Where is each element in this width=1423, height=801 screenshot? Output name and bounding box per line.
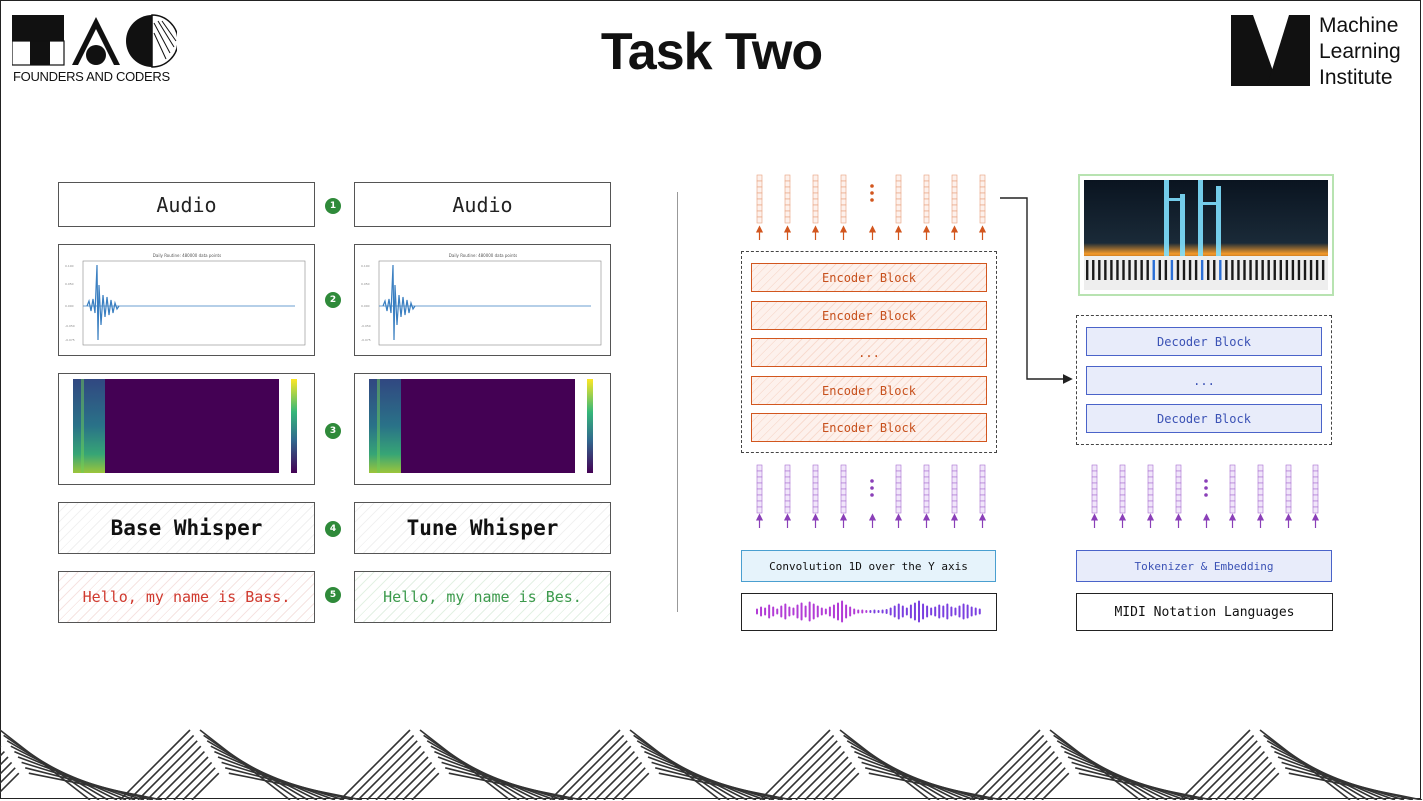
decoder-input-token (1175, 464, 1182, 514)
step-badge-5: 5 (325, 587, 341, 603)
decoder-input-token (1285, 464, 1292, 514)
encoder-output-token (979, 174, 986, 224)
encoder-input-token (951, 464, 958, 514)
svg-text:0.100: 0.100 (361, 264, 370, 268)
encoder-block-1: Encoder Block (751, 263, 987, 292)
encoder-stack (741, 251, 997, 453)
decoder-input-token (1119, 464, 1126, 514)
svg-text:0.050: 0.050 (361, 282, 370, 286)
encoder-output-token (840, 174, 847, 224)
slide-title: Task Two (600, 23, 823, 81)
ellipsis-dot (1204, 479, 1208, 483)
right-audio-box: Audio (354, 182, 611, 227)
encoder-input-token (840, 464, 847, 514)
encoder-output-token (784, 174, 791, 224)
svg-text:0.100: 0.100 (65, 264, 74, 268)
ellipsis-dot (870, 479, 874, 483)
base-whisper-box: Base Whisper (58, 502, 315, 554)
decoder-input-token (1147, 464, 1154, 514)
left-waveform-svg: Daily Routine: 480000 data points 0.100 0… (65, 253, 306, 346)
right-spectrogram-plot (354, 373, 611, 485)
encoder-input-token (784, 464, 791, 514)
left-spectrogram-plot (58, 373, 315, 485)
decoder-block-2: Decoder Block (1086, 404, 1322, 433)
midi-notation-box: MIDI Notation Languages (1076, 593, 1333, 631)
encoder-output-token (895, 174, 902, 224)
ellipsis-dot (870, 198, 874, 202)
decoder-stack (1076, 315, 1332, 445)
step-badge-1: 1 (325, 198, 341, 214)
encoder-input-token (979, 464, 986, 514)
tuned-output-box: Hello, my name is Bes. (354, 571, 611, 623)
base-output-box: Hello, my name is Bass. (58, 571, 315, 623)
decoder-input-token (1257, 464, 1264, 514)
mli-line-3: Institute (1319, 66, 1393, 89)
ellipsis-dot (870, 191, 874, 195)
right-waveform-title: Daily Routine: 480000 data points (449, 253, 517, 258)
ellipsis-dot (1204, 493, 1208, 497)
audio-waveform-icon (756, 600, 981, 623)
encoder-block-ellipsis: ... (751, 338, 987, 367)
encoder-block-4: Encoder Block (751, 413, 987, 442)
encoder-block-2: Encoder Block (751, 301, 987, 330)
encoder-block-3: Encoder Block (751, 376, 987, 405)
svg-text:0.000: 0.000 (361, 304, 370, 308)
piano-image-svg (1084, 180, 1328, 290)
step-badge-3: 3 (325, 423, 341, 439)
encoder-input-token (812, 464, 819, 514)
decoder-input-token (1091, 464, 1098, 514)
founders-and-coders-logo (12, 14, 177, 68)
section-divider (677, 192, 678, 612)
svg-text:0.050: 0.050 (65, 282, 74, 286)
tokenizer-embedding-box: Tokenizer & Embedding (1076, 550, 1332, 582)
decoder-block-ellipsis: ... (1086, 366, 1322, 395)
machine-learning-institute-logo (1231, 15, 1310, 86)
svg-text:-0.075: -0.075 (65, 338, 75, 342)
encoder-output-token (951, 174, 958, 224)
encoder-output-token (923, 174, 930, 224)
step-badge-2: 2 (325, 292, 341, 308)
step-badge-4: 4 (325, 521, 341, 537)
ellipsis-dot (1204, 486, 1208, 490)
encoder-input-token (756, 464, 763, 514)
encoder-input-token (923, 464, 930, 514)
encoder-input-token (895, 464, 902, 514)
ellipsis-dot (870, 493, 874, 497)
mli-line-1: Machine (1319, 14, 1399, 37)
ellipsis-dot (870, 184, 874, 188)
svg-text:-0.075: -0.075 (361, 338, 371, 342)
piano-visualization (1078, 174, 1334, 296)
encoder-output-token (812, 174, 819, 224)
decoder-input-token (1312, 464, 1319, 514)
left-spectrogram-svg (73, 379, 297, 473)
audio-waveform-box (741, 593, 997, 631)
svg-text:-0.050: -0.050 (361, 324, 371, 328)
right-waveform-svg: Daily Routine: 480000 data points 0.100 0… (361, 253, 602, 346)
right-waveform-plot: Daily Routine: 480000 data points 0.100 0… (354, 244, 611, 356)
svg-text:-0.050: -0.050 (65, 324, 75, 328)
decoder-input-token (1229, 464, 1236, 514)
svg-text:0.000: 0.000 (65, 304, 74, 308)
decorative-stripes (0, 729, 1423, 800)
right-spectrogram-svg (369, 379, 593, 473)
left-waveform-title: Daily Routine: 480000 data points (153, 253, 221, 258)
encoder-output-token (756, 174, 763, 224)
tune-whisper-box: Tune Whisper (354, 502, 611, 554)
ellipsis-dot (870, 486, 874, 490)
founders-and-coders-text: FOUNDERS AND CODERS (13, 69, 170, 84)
left-waveform-plot: Daily Routine: 480000 data points 0.100 0… (58, 244, 315, 356)
mli-line-2: Learning (1319, 40, 1401, 63)
convolution-input-box: Convolution 1D over the Y axis (741, 550, 996, 582)
decoder-block-1: Decoder Block (1086, 327, 1322, 356)
left-audio-box: Audio (58, 182, 315, 227)
machine-learning-institute-text: Machine Learning Institute (1319, 13, 1401, 91)
